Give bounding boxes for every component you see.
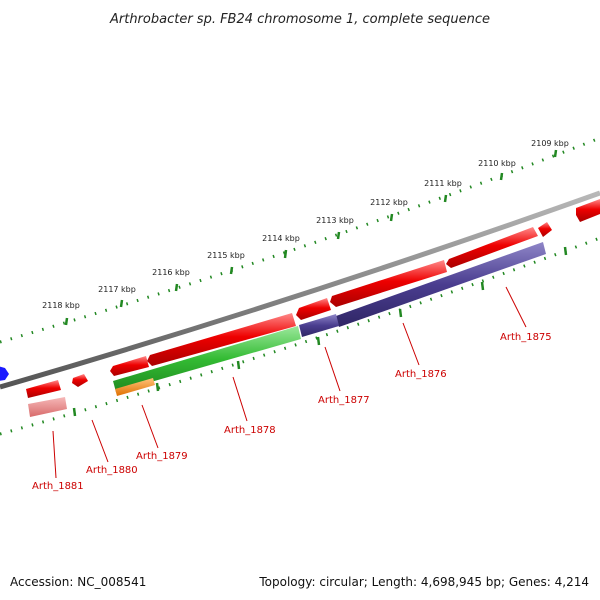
- outer-ruler-major-ticks: [64, 149, 558, 326]
- label-leaders: [52, 286, 527, 479]
- kbp-label: 2113 kbp: [316, 216, 354, 225]
- gene-arrow: [446, 227, 538, 268]
- gene-label[interactable]: Arth_1880: [86, 465, 138, 476]
- gene-arrow: [538, 222, 552, 237]
- gene-label[interactable]: Arth_1877: [318, 395, 370, 406]
- cds-bar-pink: [28, 397, 67, 417]
- leader-line: [91, 419, 109, 463]
- map-title: Arthrobacter sp. FB24 chromosome 1, comp…: [109, 12, 490, 27]
- cds-bar-purple: [336, 242, 546, 327]
- forward-genes: [26, 199, 600, 398]
- accession-text: Accession: NC_008541: [10, 575, 146, 589]
- leader-line: [324, 346, 341, 392]
- gene-label[interactable]: Arth_1881: [32, 481, 84, 492]
- kbp-label: 2111 kbp: [424, 179, 462, 188]
- gene-arrow: [110, 356, 149, 376]
- kbp-label: 2112 kbp: [370, 198, 408, 207]
- topology-text: Topology: circular; Length: 4,698,945 bp…: [258, 575, 589, 589]
- cds-bar-orange: [115, 378, 155, 396]
- gene-label[interactable]: Arth_1876: [395, 369, 447, 380]
- leader-line: [141, 404, 159, 449]
- kbp-label: 2115 kbp: [207, 251, 245, 260]
- chromosome-backbone: [0, 190, 600, 390]
- inner-ruler-dots: [0, 236, 600, 436]
- kbp-label: 2109 kbp: [531, 139, 569, 148]
- gene-label[interactable]: Arth_1879: [136, 451, 188, 462]
- gene-arrow: [330, 260, 447, 307]
- cds-bar-green: [113, 326, 301, 392]
- gene-arrow: [147, 313, 296, 366]
- gene-arrow: [576, 199, 600, 222]
- kbp-label: 2114 kbp: [262, 234, 300, 243]
- inner-ruler-major-ticks: [72, 246, 568, 417]
- gene-label[interactable]: Arth_1878: [224, 425, 276, 436]
- outer-ruler-dots: [0, 136, 600, 344]
- leader-line: [232, 376, 248, 422]
- kbp-label: 2110 kbp: [478, 159, 516, 168]
- gene-label[interactable]: Arth_1875: [500, 332, 552, 343]
- leader-line: [402, 322, 420, 366]
- leader-line: [505, 286, 527, 328]
- blue-feature-marker: [0, 366, 9, 381]
- kbp-label: 2118 kbp: [42, 301, 80, 310]
- kbp-label: 2117 kbp: [98, 285, 136, 294]
- kbp-label: 2116 kbp: [152, 268, 190, 277]
- cds-bar-purple: [299, 314, 339, 337]
- cds-features: [28, 242, 546, 417]
- inner-ruler: [0, 236, 600, 436]
- outer-ruler: 2109 kbp 2110 kbp 2111 kbp 2112 kbp 2113…: [0, 136, 600, 344]
- gene-arrow: [296, 298, 331, 320]
- gene-arrow: [26, 380, 61, 398]
- gene-arrow: [72, 374, 88, 387]
- leader-line: [52, 430, 57, 479]
